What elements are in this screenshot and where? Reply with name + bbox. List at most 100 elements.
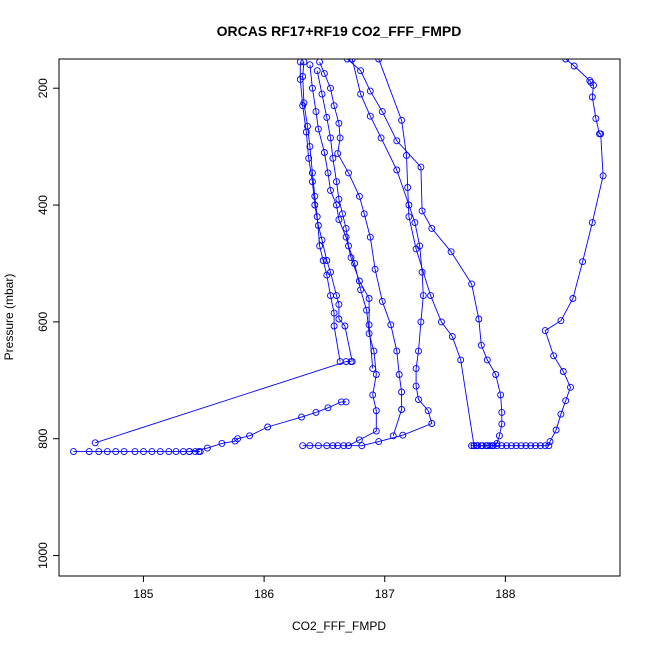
data-point bbox=[330, 322, 338, 330]
data-point bbox=[335, 300, 343, 308]
data-point bbox=[343, 59, 351, 63]
data-point bbox=[448, 333, 456, 340]
data-point bbox=[306, 143, 314, 151]
data-point bbox=[246, 432, 254, 440]
data-point bbox=[357, 67, 365, 75]
data-point bbox=[541, 327, 549, 335]
data-point bbox=[562, 59, 570, 63]
data-point bbox=[360, 210, 368, 218]
y-axis-label: Pressure (mbar) bbox=[2, 274, 16, 361]
data-point bbox=[339, 210, 346, 218]
data-point bbox=[412, 382, 420, 390]
data-point bbox=[140, 448, 147, 456]
data-point bbox=[203, 444, 211, 452]
data-point bbox=[470, 442, 478, 450]
data-point bbox=[411, 219, 419, 227]
data-point bbox=[366, 233, 374, 241]
data-point bbox=[503, 442, 511, 450]
data-point bbox=[399, 431, 407, 439]
data-point bbox=[403, 151, 410, 159]
data-point bbox=[355, 277, 363, 285]
data-point bbox=[355, 436, 363, 444]
data-point bbox=[417, 163, 425, 171]
data-point bbox=[562, 397, 570, 405]
data-point bbox=[335, 119, 343, 127]
data-point bbox=[305, 154, 313, 162]
data-point bbox=[327, 186, 334, 194]
series-layer bbox=[70, 59, 607, 456]
data-point bbox=[498, 420, 506, 428]
data-point bbox=[369, 391, 377, 399]
data-point bbox=[172, 448, 180, 456]
data-point bbox=[427, 292, 435, 300]
data-point bbox=[327, 292, 334, 300]
data-point bbox=[579, 258, 587, 266]
data-point bbox=[567, 383, 574, 391]
data-point bbox=[264, 423, 272, 431]
data-point bbox=[398, 388, 406, 396]
data-point bbox=[316, 242, 324, 250]
data-point bbox=[342, 224, 350, 232]
data-point bbox=[412, 245, 420, 253]
series-line bbox=[316, 70, 377, 447]
data-point bbox=[483, 442, 491, 450]
data-point bbox=[333, 178, 340, 186]
data-point bbox=[313, 213, 321, 221]
data-point bbox=[312, 108, 320, 116]
data-point bbox=[320, 70, 328, 78]
data-point bbox=[342, 398, 350, 406]
data-point bbox=[378, 108, 386, 116]
chart-title: ORCAS RF17+RF19 CO2_FFF_FMPD bbox=[217, 23, 462, 39]
data-point bbox=[365, 330, 373, 338]
data-point bbox=[313, 67, 321, 75]
data-point bbox=[330, 102, 338, 110]
data-point bbox=[366, 112, 374, 120]
data-point bbox=[335, 216, 343, 224]
data-point bbox=[457, 356, 465, 364]
data-point bbox=[587, 78, 595, 86]
data-point bbox=[389, 432, 397, 440]
series-line bbox=[378, 59, 475, 446]
data-point bbox=[120, 448, 128, 456]
data-point bbox=[599, 172, 607, 180]
series-3 bbox=[185, 398, 350, 456]
x-tick-label: 188 bbox=[495, 587, 515, 601]
data-point bbox=[569, 295, 577, 302]
data-point bbox=[218, 439, 226, 447]
data-point bbox=[330, 309, 338, 317]
x-axis-label: CO2_FFF_FMPD bbox=[292, 619, 386, 633]
data-point bbox=[557, 317, 565, 325]
data-point bbox=[412, 365, 420, 373]
data-point bbox=[393, 166, 401, 174]
data-point bbox=[323, 113, 331, 121]
data-point bbox=[532, 442, 539, 450]
data-point bbox=[493, 442, 501, 450]
data-point bbox=[156, 448, 164, 456]
data-point bbox=[308, 178, 316, 186]
data-point bbox=[335, 315, 343, 323]
data-point bbox=[148, 448, 156, 456]
data-point bbox=[185, 448, 193, 456]
data-point bbox=[308, 169, 316, 177]
data-point bbox=[369, 365, 377, 373]
data-point bbox=[131, 448, 139, 456]
x-tick-label: 187 bbox=[375, 587, 395, 601]
data-point bbox=[588, 93, 596, 101]
data-point bbox=[477, 341, 485, 349]
data-point bbox=[334, 150, 342, 158]
data-point bbox=[468, 280, 476, 288]
data-point bbox=[371, 265, 379, 273]
data-point bbox=[333, 201, 340, 209]
data-point bbox=[475, 315, 483, 323]
data-point bbox=[329, 442, 337, 450]
data-point bbox=[570, 62, 578, 70]
data-point bbox=[300, 99, 308, 107]
data-point bbox=[311, 192, 319, 200]
data-point bbox=[85, 448, 93, 456]
x-tick-label: 185 bbox=[133, 587, 153, 601]
data-point bbox=[112, 448, 120, 456]
y-tick-label: 400 bbox=[36, 195, 50, 215]
data-point bbox=[70, 448, 77, 456]
data-point bbox=[498, 408, 506, 416]
